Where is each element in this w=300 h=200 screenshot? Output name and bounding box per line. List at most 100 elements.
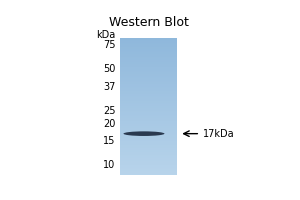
Text: 10: 10 [103, 160, 116, 170]
Bar [120, 131, 177, 132]
Bar [120, 147, 177, 148]
Bar [120, 174, 177, 175]
Bar [120, 58, 177, 59]
Bar [120, 102, 177, 103]
Bar [120, 133, 177, 134]
Bar [120, 83, 177, 84]
Bar [120, 61, 177, 62]
Bar [120, 99, 177, 100]
Bar [120, 66, 177, 67]
Bar [120, 164, 177, 165]
Bar [120, 70, 177, 71]
Text: Western Blot: Western Blot [109, 16, 188, 29]
Bar [120, 170, 177, 171]
Bar [120, 139, 177, 140]
Bar [120, 106, 177, 107]
Bar [120, 91, 177, 92]
Bar [120, 98, 177, 99]
Bar [120, 87, 177, 88]
Bar [120, 143, 177, 144]
Bar [120, 80, 177, 81]
Bar [120, 43, 177, 44]
Bar [120, 122, 177, 123]
Bar [120, 165, 177, 166]
Bar [120, 157, 177, 158]
Bar [120, 161, 177, 162]
Bar [120, 71, 177, 72]
Bar [120, 162, 177, 163]
Bar [120, 127, 177, 128]
Bar [120, 153, 177, 154]
Text: 37: 37 [103, 82, 116, 92]
Bar [120, 135, 177, 136]
Bar [120, 69, 177, 70]
Bar [120, 134, 177, 135]
Bar [120, 136, 177, 137]
Bar [120, 51, 177, 52]
Bar [120, 146, 177, 147]
Text: 75: 75 [103, 40, 116, 50]
Bar [120, 65, 177, 66]
Bar [120, 64, 177, 65]
Bar [120, 111, 177, 112]
Bar [120, 173, 177, 174]
Bar [120, 72, 177, 73]
Bar [120, 63, 177, 64]
Bar [120, 168, 177, 169]
Bar [120, 112, 177, 113]
Bar [120, 77, 177, 78]
Bar [120, 52, 177, 53]
Bar [120, 149, 177, 150]
Bar [120, 121, 177, 122]
Bar [120, 55, 177, 56]
Bar [120, 126, 177, 127]
Bar [120, 56, 177, 57]
Bar [120, 114, 177, 115]
Bar [120, 57, 177, 58]
Bar [120, 97, 177, 98]
Bar [120, 103, 177, 104]
Bar [120, 92, 177, 93]
Bar [120, 160, 177, 161]
Bar [120, 44, 177, 45]
Bar [120, 38, 177, 39]
Bar [120, 151, 177, 152]
Text: 15: 15 [103, 136, 116, 146]
Bar [120, 53, 177, 54]
Bar [120, 46, 177, 47]
Text: kDa: kDa [96, 30, 116, 40]
Bar [120, 84, 177, 85]
Bar [120, 89, 177, 90]
Bar [120, 54, 177, 55]
Bar [120, 82, 177, 83]
Bar [120, 96, 177, 97]
Bar [120, 101, 177, 102]
Bar [120, 39, 177, 40]
Bar [120, 68, 177, 69]
Bar [120, 104, 177, 105]
Bar [120, 154, 177, 155]
Bar [120, 158, 177, 159]
Bar [120, 123, 177, 124]
Text: 25: 25 [103, 106, 116, 116]
Bar [120, 109, 177, 110]
Bar [120, 108, 177, 109]
Bar [120, 163, 177, 164]
Bar [120, 40, 177, 41]
Bar [120, 172, 177, 173]
Bar [120, 59, 177, 60]
Bar [120, 120, 177, 121]
Bar [120, 140, 177, 141]
Bar [120, 94, 177, 95]
Bar [120, 167, 177, 168]
Bar [120, 42, 177, 43]
Bar [120, 79, 177, 80]
Text: 50: 50 [103, 64, 116, 74]
Bar [120, 85, 177, 86]
Bar [120, 100, 177, 101]
Bar [120, 86, 177, 87]
Bar [120, 171, 177, 172]
Bar [120, 119, 177, 120]
Bar [120, 47, 177, 48]
Bar [120, 45, 177, 46]
